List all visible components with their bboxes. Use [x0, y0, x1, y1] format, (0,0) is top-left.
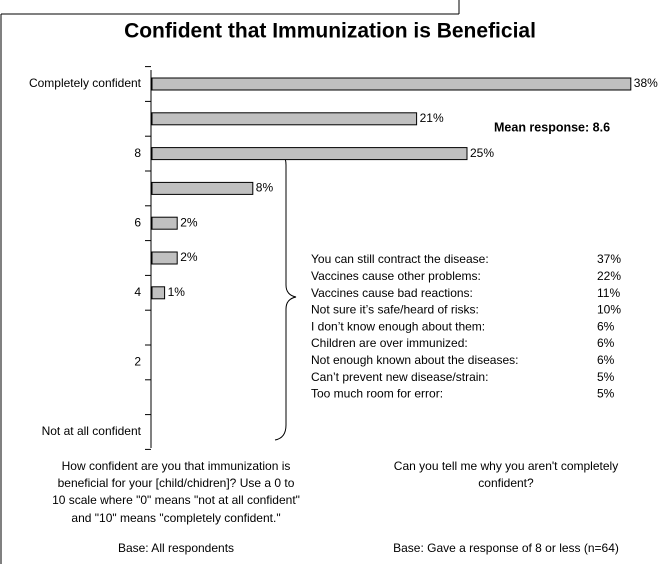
reason-value: 10% [597, 303, 621, 317]
reason-value: 5% [597, 370, 615, 384]
reason-label: Not sure it’s safe/heard of risks: [311, 303, 479, 317]
reason-value: 11% [597, 286, 620, 300]
reason-value: 5% [597, 387, 615, 401]
y-tick-label: 8 [134, 146, 141, 160]
bar [151, 112, 418, 126]
data-label: 8% [256, 181, 274, 195]
footnote: How confident are you that immunization … [62, 459, 291, 473]
bar [151, 216, 178, 230]
reason-label: I don’t know enough about them: [311, 319, 485, 333]
bar [151, 251, 178, 265]
reason-label: Too much room for error: [311, 387, 443, 401]
footnote: and "10" means "completely confident." [71, 511, 280, 525]
data-label: 25% [470, 146, 494, 160]
brace [274, 149, 297, 441]
footnote: Base: Gave a response of 8 or less (n=64… [393, 541, 619, 555]
y-tick-label: Completely confident [29, 76, 142, 90]
reason-value: 6% [597, 336, 615, 350]
bar [151, 286, 166, 300]
data-label: 2% [180, 215, 198, 229]
data-label: 38% [634, 76, 658, 90]
footnote: 10 scale where "0" means "not at all con… [52, 493, 300, 507]
bar [151, 147, 468, 161]
reason-value: 6% [597, 353, 615, 367]
footnote: confident? [478, 476, 534, 490]
footnote: Base: All respondents [118, 541, 234, 555]
reason-label: Vaccines cause bad reactions: [311, 286, 473, 300]
reason-label: Not enough known about the diseases: [311, 353, 518, 367]
data-label: 2% [180, 250, 198, 264]
reason-label: Children are over immunized: [311, 336, 468, 350]
footnote: beneficial for your [child/chidren]? Use… [58, 476, 295, 490]
reason-value: 37% [597, 252, 621, 266]
reason-value: 22% [597, 269, 621, 283]
y-tick-label: 6 [134, 215, 141, 229]
bar [151, 77, 632, 91]
annotation: Mean response: 8.6 [494, 120, 610, 134]
y-tick-label: 4 [134, 285, 141, 299]
chart-title: Confident that Immunization is Beneficia… [124, 20, 536, 43]
reason-value: 6% [597, 319, 615, 333]
reason-label: Can’t prevent new disease/strain: [311, 370, 488, 384]
y-tick-label: 2 [134, 355, 141, 369]
data-label: 1% [168, 285, 186, 299]
bar [151, 181, 254, 195]
reason-label: You can still contract the disease: [311, 252, 489, 266]
y-tick-label: Not at all confident [42, 424, 142, 438]
data-label: 21% [420, 111, 444, 125]
footnote: Can you tell me why you aren't completel… [394, 459, 618, 473]
reason-label: Vaccines cause other problems: [311, 269, 481, 283]
